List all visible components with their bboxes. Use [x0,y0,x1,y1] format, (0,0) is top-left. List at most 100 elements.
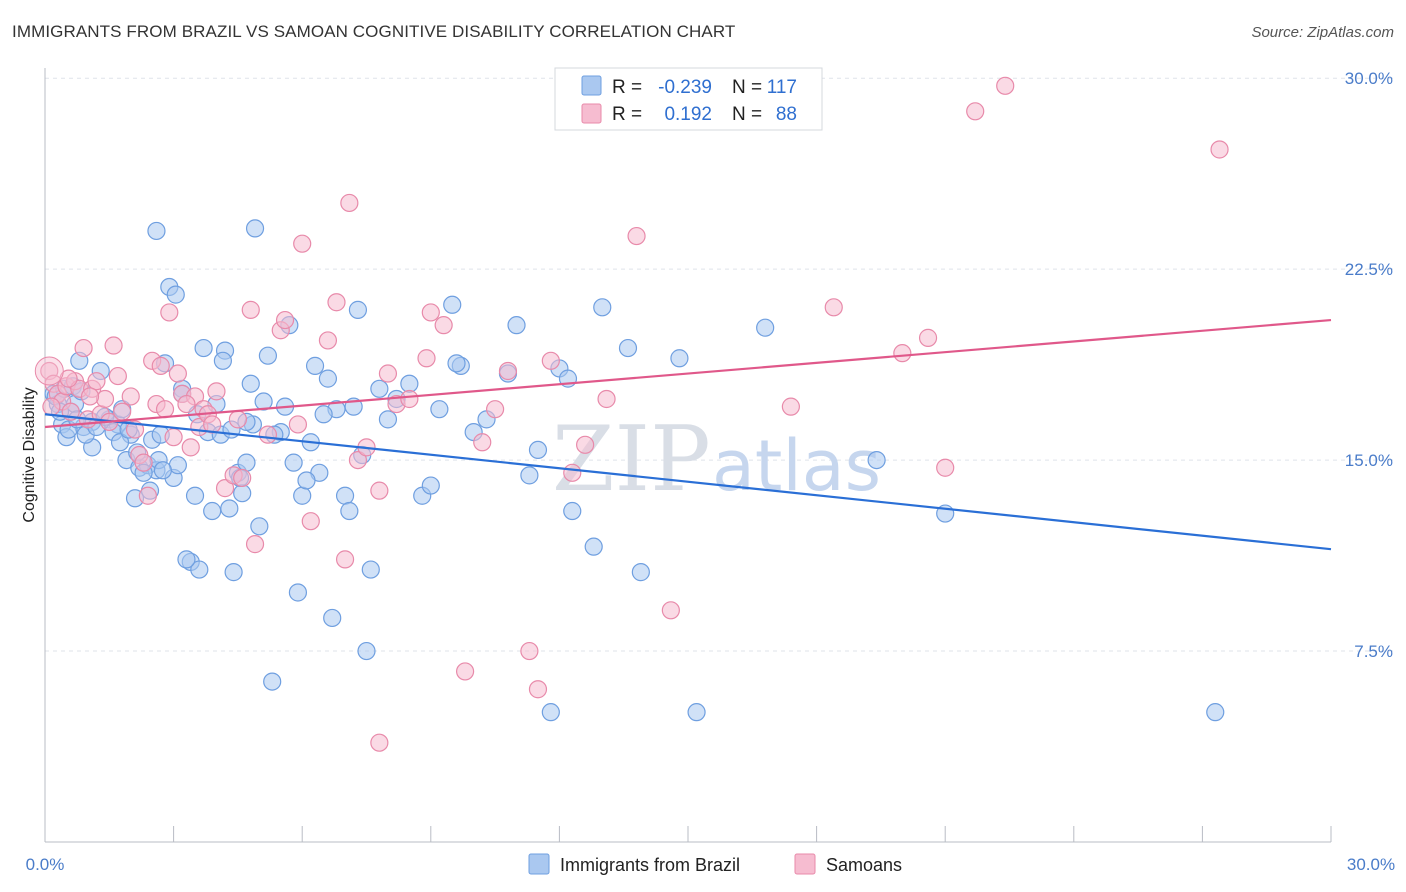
samoan-point [181,438,200,457]
samoan-point [80,387,100,406]
brazil-point [335,486,355,505]
brazil-point [166,285,185,304]
brazil-point [1206,703,1225,722]
samoan-point [893,344,912,363]
brazil-point [233,484,252,503]
bottom-legend-label-brazil: Immigrants from Brazil [560,855,740,875]
samoan-point [59,369,78,388]
samoan-point [541,351,560,370]
legend-n-label-brazil: N = [732,77,762,98]
samoan-point [113,402,132,421]
x-tick-label-max: 30.0% [1347,855,1395,874]
samoan-point [498,361,518,381]
samoan-point [155,400,175,419]
samoan-point [781,397,800,416]
brazil-point [250,517,269,536]
samoan-point [95,389,115,409]
series-legend: Immigrants from Brazil Samoans [528,853,902,875]
samoan-point [417,349,436,368]
brazil-point [305,356,325,375]
samoan-point [160,303,179,322]
x-ticks [44,826,1332,842]
brazil-point [314,405,333,424]
samoan-point [288,415,308,434]
samoan-point [108,366,127,386]
brazil-point [867,450,886,470]
brazil-point [147,221,166,241]
samoan-point [400,389,419,409]
samoan-point [421,303,440,322]
samoan-point [486,400,505,419]
bottom-legend-swatch-samoan [794,853,816,875]
samoan-point [918,328,938,347]
y-tick-label: 7.5% [1354,642,1393,661]
brazil-point [237,453,256,472]
samoan-point [627,226,646,246]
brazil-point [318,369,338,388]
y-axis-label: Cognitive Disability [21,387,38,522]
samoan-point [207,382,226,401]
brazil-point [203,501,222,521]
samoan-point [378,364,398,383]
samoan-point [121,387,140,406]
brazil-point [593,298,612,317]
samoan-point [1210,140,1229,159]
samoan-point [215,479,235,498]
samoan-point [151,356,170,375]
samoan-point [168,364,187,383]
brazil-point [340,501,359,521]
legend-r-value-brazil: -0.239 [658,77,712,98]
trend-line-brazil [44,413,1332,551]
legend-r-value-samoan: 0.192 [664,104,712,125]
samoan-point [42,397,61,416]
brazil-point [400,374,419,393]
chart-source: Source: ZipAtlas.com [1251,24,1394,41]
samoan-point [301,512,320,531]
brazil-point [528,440,548,460]
watermark-zip: ZIP [552,407,711,512]
y-tick-labels: 7.5% 15.0% 22.5% 30.0% [1345,69,1393,661]
samoan-point [327,293,346,312]
brazil-point [584,537,603,556]
series-samoan-points [34,76,1229,752]
brazil-point [378,410,398,429]
brazil-point [421,476,440,495]
samoan-point [520,641,539,661]
samoan-point [528,680,548,699]
samoan-point [177,394,196,414]
brazil-point [507,316,526,335]
y-tick-label: 22.5% [1345,260,1393,279]
samoan-point [275,310,295,330]
brazil-point [241,374,260,393]
brazil-point [254,392,273,411]
brazil-point [220,499,239,518]
samoan-point [258,425,278,444]
legend-swatch-brazil [581,75,602,96]
samoan-point [228,410,247,429]
samoan-point [335,550,355,569]
samoan-point [824,298,843,317]
trend-line-samoan [44,318,1332,429]
bottom-legend-label-samoan: Samoans [826,855,902,875]
bottom-legend-swatch-brazil [528,853,550,875]
brazil-point [430,400,449,419]
legend-n-value-samoan: 88 [776,104,797,125]
brazil-point [618,338,638,358]
samoan-point [996,76,1015,95]
brazil-point [563,501,582,521]
samoan-point [104,336,123,355]
samoan-point [87,372,106,391]
brazil-point [631,563,650,582]
correlation-legend: R = -0.239 N = 117 R = 0.192 N = 88 [554,67,823,131]
brazil-point [670,349,689,368]
watermark: ZIP atlas [552,407,881,512]
samoan-point [164,428,183,447]
samoan-point [434,316,453,335]
samoan-point [661,601,680,620]
brazil-point [541,703,560,722]
brazil-point [361,560,380,579]
trend-lines [44,318,1332,551]
brazil-point [447,354,466,373]
samoan-point [576,435,595,454]
brazil-point [263,672,282,691]
